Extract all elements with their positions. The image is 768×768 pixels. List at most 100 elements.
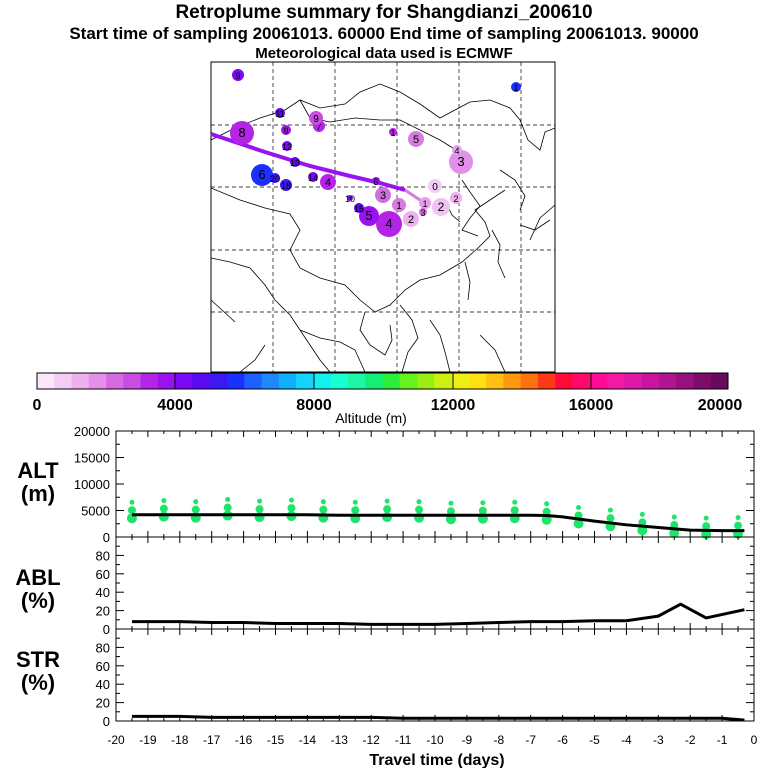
cluster-circle <box>449 150 473 174</box>
x-tick-label: -9 <box>462 733 473 747</box>
cluster-circle <box>290 157 300 167</box>
alt-point <box>383 505 392 514</box>
alt-point <box>257 498 263 504</box>
colorbar-cell <box>572 373 591 389</box>
alt-point <box>193 499 199 505</box>
cluster-circle <box>392 198 406 212</box>
alt-point <box>670 521 679 530</box>
x-tick-label: -6 <box>557 733 568 747</box>
colorbar-cell <box>382 373 401 389</box>
alt-point <box>159 504 168 513</box>
colorbar-cell <box>175 373 193 389</box>
met-data-line: Meteorological data used is ECMWF <box>255 45 513 62</box>
y-tick-label: 0 <box>103 622 110 637</box>
str-panel-label: STR <box>16 647 60 672</box>
alt-point <box>480 500 486 506</box>
y-tick-label: 10000 <box>74 477 110 492</box>
alt-point <box>287 504 296 513</box>
y-tick-label: 80 <box>96 548 110 563</box>
cluster-label: 3 <box>457 154 464 169</box>
alt-point <box>542 507 551 516</box>
cluster-label: 3 <box>420 208 425 218</box>
cluster-label: 1 <box>390 128 395 138</box>
panel-frame <box>115 430 755 538</box>
cluster-label: 1 <box>513 83 518 93</box>
cluster-circle <box>320 174 336 190</box>
alt-point <box>223 503 232 512</box>
x-tick-label: -12 <box>363 733 381 747</box>
colorbar-cell <box>106 373 124 389</box>
colorbar-cell <box>261 373 280 389</box>
cluster-circle <box>275 108 285 118</box>
colorbar-cell <box>555 373 574 389</box>
colorbar-cell <box>468 373 487 389</box>
x-tick-label: -15 <box>267 733 285 747</box>
alt-point <box>544 501 550 507</box>
colorbar-tick-label: 12000 <box>431 397 476 414</box>
alt-point <box>573 518 584 529</box>
alt-point <box>225 497 231 503</box>
cluster-label: 1 <box>396 201 402 212</box>
y-tick-label: 5000 <box>81 504 110 519</box>
cluster-circle <box>354 203 364 213</box>
alt-point <box>352 499 358 505</box>
alt-point <box>735 515 741 521</box>
alt-point <box>320 499 326 505</box>
y-tick-label: 20000 <box>74 424 110 439</box>
alt-point <box>416 499 422 505</box>
y-tick-label: 60 <box>96 567 110 582</box>
colorbar-cell <box>607 373 625 389</box>
str-panel-unit: (%) <box>21 670 55 695</box>
alt-point <box>158 511 169 522</box>
alt-point <box>288 497 294 503</box>
alt-point <box>734 521 743 530</box>
colorbar-cell <box>451 373 470 389</box>
cluster-circle <box>389 128 397 136</box>
alt-point <box>606 514 615 523</box>
y-tick-label: 0 <box>103 714 110 729</box>
colorbar-tick-label: 16000 <box>569 397 614 414</box>
cluster-circle <box>347 195 353 201</box>
cluster-label: 14 <box>308 173 318 183</box>
cluster-circle <box>230 121 254 145</box>
cluster-label: 18 <box>281 181 291 191</box>
alt-point <box>255 505 264 514</box>
cluster-label: 1 <box>422 199 427 209</box>
alt-point <box>638 518 647 527</box>
cluster-label: 5 <box>413 134 419 146</box>
cluster-circle <box>282 141 292 151</box>
alt-point <box>161 498 167 504</box>
y-tick-label: 40 <box>96 677 110 692</box>
colorbar-tick-label: 8000 <box>296 397 332 414</box>
cluster-circle <box>308 172 318 182</box>
cluster-label: 20 <box>270 174 280 184</box>
cluster-circle <box>376 211 402 237</box>
colorbar-cell <box>417 373 435 389</box>
colorbar-cell <box>537 373 556 389</box>
cluster-label: 8 <box>238 125 245 140</box>
y-tick-label: 60 <box>96 659 110 674</box>
cluster-label: 6 <box>373 177 378 187</box>
alt-point <box>448 500 454 506</box>
colorbar-cell <box>278 373 297 389</box>
cluster-label: 12 <box>282 142 292 152</box>
cluster-label: 2 <box>453 194 458 204</box>
alt-point <box>541 514 552 525</box>
alt-panel-label: ALT <box>17 458 59 483</box>
y-tick-label: 20 <box>96 604 110 619</box>
alt-point <box>127 506 136 515</box>
cluster-circle <box>280 179 292 191</box>
alt-point <box>512 499 518 505</box>
colorbar-cell <box>347 373 366 389</box>
colorbar-cell <box>520 373 539 389</box>
cluster-circle <box>251 164 273 186</box>
colorbar-cell <box>157 373 176 389</box>
alt-point <box>510 506 519 515</box>
colorbar-cell <box>54 373 73 389</box>
trajectory-line-far <box>210 132 406 192</box>
y-tick-label: 0 <box>103 530 110 545</box>
colorbar-cell <box>658 373 677 389</box>
colorbar-cell <box>71 373 90 389</box>
colorbar-cell <box>209 373 228 389</box>
